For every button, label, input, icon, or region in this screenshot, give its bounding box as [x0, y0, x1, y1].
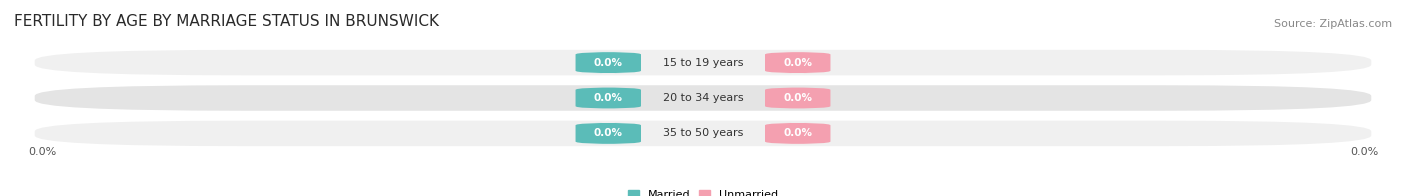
FancyBboxPatch shape — [765, 87, 831, 109]
FancyBboxPatch shape — [575, 52, 641, 73]
Text: 0.0%: 0.0% — [783, 58, 813, 68]
Text: 0.0%: 0.0% — [593, 128, 623, 138]
Text: 0.0%: 0.0% — [593, 93, 623, 103]
Text: 20 to 34 years: 20 to 34 years — [662, 93, 744, 103]
Text: 0.0%: 0.0% — [783, 128, 813, 138]
FancyBboxPatch shape — [575, 87, 641, 109]
Text: 15 to 19 years: 15 to 19 years — [662, 58, 744, 68]
Text: 35 to 50 years: 35 to 50 years — [662, 128, 744, 138]
FancyBboxPatch shape — [575, 123, 641, 144]
FancyBboxPatch shape — [765, 52, 831, 73]
FancyBboxPatch shape — [765, 123, 831, 144]
Text: Source: ZipAtlas.com: Source: ZipAtlas.com — [1274, 19, 1392, 29]
Text: FERTILITY BY AGE BY MARRIAGE STATUS IN BRUNSWICK: FERTILITY BY AGE BY MARRIAGE STATUS IN B… — [14, 14, 439, 29]
FancyBboxPatch shape — [35, 121, 1371, 146]
FancyBboxPatch shape — [35, 50, 1371, 75]
Text: 0.0%: 0.0% — [1350, 147, 1378, 157]
Text: 0.0%: 0.0% — [783, 93, 813, 103]
FancyBboxPatch shape — [35, 85, 1371, 111]
Text: 0.0%: 0.0% — [28, 147, 56, 157]
Text: 0.0%: 0.0% — [593, 58, 623, 68]
Legend: Married, Unmarried: Married, Unmarried — [623, 185, 783, 196]
